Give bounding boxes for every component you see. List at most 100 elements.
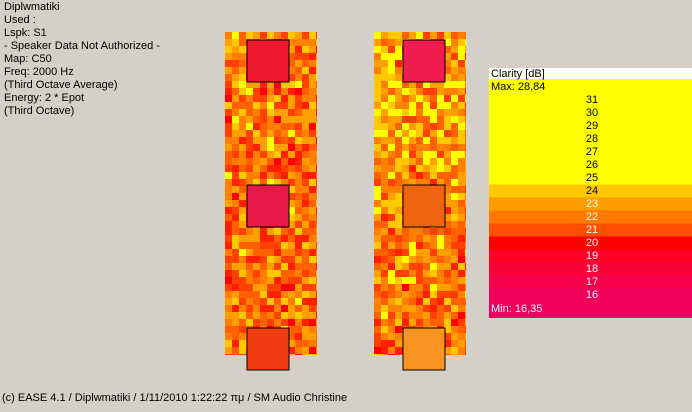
map-cell: [430, 228, 437, 235]
legend-tick: 21: [586, 224, 598, 236]
map-cell: [381, 88, 388, 95]
map-cell: [309, 60, 316, 67]
map-cell: [451, 88, 458, 95]
map-cell: [288, 214, 295, 221]
map-cell: [316, 193, 317, 200]
map-cell: [253, 95, 260, 102]
map-cell: [239, 102, 246, 109]
map-cell: [316, 256, 317, 263]
map-cell: [316, 221, 317, 228]
map-cell: [309, 116, 316, 123]
map-cell: [232, 46, 239, 53]
map-cell: [225, 354, 232, 355]
legend-title: Clarity [dB]: [491, 68, 545, 80]
map-cell: [430, 291, 437, 298]
map-cell: [374, 326, 381, 333]
map-cell: [281, 305, 288, 312]
map-cell: [253, 291, 260, 298]
map-cell: [381, 137, 388, 144]
map-cell: [444, 74, 451, 81]
map-cell: [246, 144, 253, 151]
map-cell: [246, 235, 253, 242]
map-cell: [267, 123, 274, 130]
map-cell: [274, 116, 281, 123]
map-cell: [465, 305, 466, 312]
map-cell: [381, 109, 388, 116]
map-cell: [253, 249, 260, 256]
map-cell: [225, 186, 232, 193]
map-cell: [239, 200, 246, 207]
map-cell: [451, 67, 458, 74]
map-cell: [309, 319, 316, 326]
map-cell: [309, 95, 316, 102]
map-cell: [246, 263, 253, 270]
map-cell: [416, 284, 423, 291]
map-cell: [316, 39, 317, 46]
map-cell: [451, 326, 458, 333]
map-cell: [437, 277, 444, 284]
map-cell: [232, 242, 239, 249]
map-cell: [316, 242, 317, 249]
map-cell: [374, 137, 381, 144]
map-cell: [302, 39, 309, 46]
map-cell: [437, 263, 444, 270]
map-cell: [465, 109, 466, 116]
map-cell: [444, 354, 451, 355]
map-cell: [451, 109, 458, 116]
map-cell: [444, 81, 451, 88]
map-cell: [381, 354, 388, 355]
map-cell: [388, 67, 395, 74]
map-cell: [295, 158, 302, 165]
map-cell: [465, 214, 466, 221]
map-cell: [316, 95, 317, 102]
map-cell: [381, 256, 388, 263]
map-cell: [430, 277, 437, 284]
map-cell: [409, 277, 416, 284]
map-cell: [239, 193, 246, 200]
map-cell: [302, 340, 309, 347]
map-cell: [416, 319, 423, 326]
map-cell: [458, 186, 465, 193]
map-cell: [430, 312, 437, 319]
map-cell: [316, 116, 317, 123]
map-cell: [444, 158, 451, 165]
map-cell: [246, 284, 253, 291]
map-cell: [381, 277, 388, 284]
map-cell: [395, 102, 402, 109]
speaker: [246, 327, 290, 371]
map-cell: [444, 333, 451, 340]
legend-tick: 17: [586, 276, 598, 288]
map-cell: [458, 354, 465, 355]
map-cell: [444, 347, 451, 354]
map-cell: [253, 242, 260, 249]
speaker: [402, 39, 446, 83]
map-cell: [281, 123, 288, 130]
map-cell: [267, 277, 274, 284]
map-cell: [388, 249, 395, 256]
legend-band: [489, 197, 692, 211]
map-cell: [416, 88, 423, 95]
map-cell: [274, 32, 281, 39]
map-cell: [225, 165, 232, 172]
map-cell: [232, 312, 239, 319]
map-cell: [458, 221, 465, 228]
map-cell: [316, 130, 317, 137]
map-cell: [295, 228, 302, 235]
map-cell: [281, 109, 288, 116]
map-cell: [239, 67, 246, 74]
map-cell: [267, 130, 274, 137]
map-cell: [430, 298, 437, 305]
map-cell: [388, 200, 395, 207]
map-cell: [295, 326, 302, 333]
map-cell: [430, 116, 437, 123]
map-cell: [388, 123, 395, 130]
map-cell: [381, 270, 388, 277]
map-cell: [232, 74, 239, 81]
map-cell: [274, 312, 281, 319]
map-cell: [309, 81, 316, 88]
map-cell: [381, 340, 388, 347]
map-cell: [388, 165, 395, 172]
map-cell: [302, 305, 309, 312]
map-cell: [281, 249, 288, 256]
